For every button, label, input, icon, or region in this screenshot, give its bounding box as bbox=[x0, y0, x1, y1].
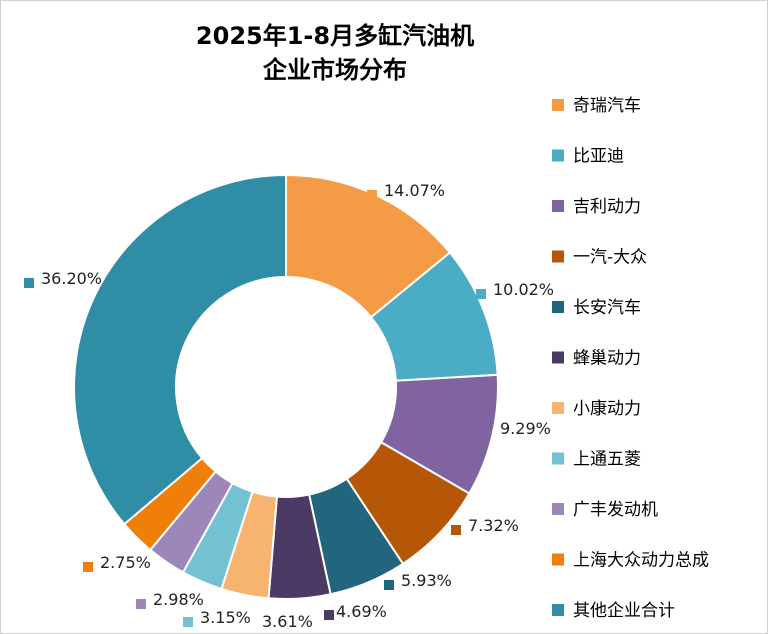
data-label-marker-4 bbox=[451, 525, 461, 535]
data-label-marker-10 bbox=[83, 562, 93, 572]
chart-title-line-2: 企业市场分布 bbox=[263, 56, 407, 84]
legend-label-8: 上通五菱 bbox=[573, 450, 641, 470]
data-label-marker-5 bbox=[384, 580, 394, 590]
legend-swatch-10 bbox=[552, 553, 564, 566]
data-labels: 14.07% 10.02% 9.29% 7.32% 5.93% 4.69% 3.61% 3.1… bbox=[24, 181, 554, 631]
legend-label-9: 广丰发动机 bbox=[573, 500, 658, 520]
legend-swatch-4 bbox=[552, 250, 564, 263]
data-label-marker-11 bbox=[24, 278, 34, 288]
data-label-marker-1 bbox=[367, 190, 377, 200]
data-label-marker-2 bbox=[476, 289, 486, 299]
legend-label-2: 比亚迪 bbox=[573, 147, 624, 167]
legend-swatch-6 bbox=[552, 351, 564, 364]
legend: 奇瑞汽车比亚迪吉利动力一汽-大众长安汽车蜂巢动力小康动力上通五菱广丰发动机上海大… bbox=[552, 96, 709, 621]
legend-swatch-7 bbox=[552, 402, 564, 414]
data-label-marker-8 bbox=[183, 617, 193, 627]
data-label-marker-9 bbox=[136, 599, 146, 609]
legend-label-3: 吉利动力 bbox=[573, 197, 641, 217]
legend-swatch-11 bbox=[552, 604, 564, 616]
legend-swatch-9 bbox=[552, 503, 564, 515]
legend-label-10: 上海大众动力总成 bbox=[573, 551, 709, 571]
legend-swatch-8 bbox=[552, 452, 564, 465]
legend-label-1: 奇瑞汽车 bbox=[573, 96, 641, 116]
legend-label-7: 小康动力 bbox=[573, 399, 641, 419]
data-label-3: 9.29% bbox=[500, 419, 551, 438]
data-label-4: 7.32% bbox=[468, 516, 519, 535]
donut-slices bbox=[73, 173, 499, 600]
data-label-9: 2.98% bbox=[153, 590, 204, 609]
data-label-8: 3.15% bbox=[200, 608, 251, 627]
data-label-6: 4.69% bbox=[336, 602, 387, 621]
legend-label-5: 长安汽车 bbox=[573, 298, 641, 318]
legend-label-11: 其他企业合计 bbox=[573, 601, 675, 621]
legend-swatch-2 bbox=[552, 149, 564, 162]
data-label-10: 2.75% bbox=[100, 553, 151, 572]
data-label-2: 10.02% bbox=[493, 280, 554, 299]
legend-label-6: 蜂巢动力 bbox=[573, 349, 641, 369]
slice-11 bbox=[73, 173, 287, 526]
data-label-11: 36.20% bbox=[41, 269, 102, 288]
chart-title-line-1: 2025年1-8月多缸汽油机 bbox=[196, 22, 474, 50]
legend-swatch-3 bbox=[552, 200, 564, 212]
data-label-marker-6 bbox=[324, 610, 334, 620]
legend-swatch-1 bbox=[552, 99, 564, 111]
legend-label-4: 一汽-大众 bbox=[573, 248, 647, 268]
legend-swatch-5 bbox=[552, 301, 564, 313]
data-label-7: 3.61% bbox=[262, 612, 313, 631]
data-label-1: 14.07% bbox=[384, 181, 445, 200]
data-label-5: 5.93% bbox=[401, 571, 452, 590]
